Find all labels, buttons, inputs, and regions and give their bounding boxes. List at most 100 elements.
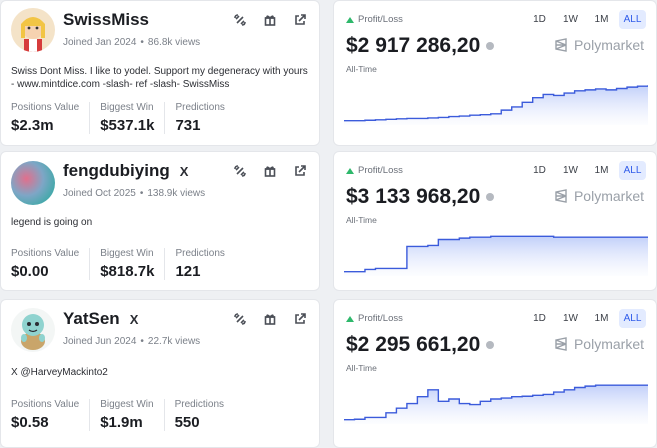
profile-name[interactable]: YatSen <box>63 309 120 328</box>
polymarket-logo-icon <box>555 38 567 52</box>
stat-label: Predictions <box>174 399 225 410</box>
stat-label: Positions Value <box>11 102 80 113</box>
copy-icon[interactable] <box>233 164 247 178</box>
pnl-label: Profit/Loss <box>358 313 403 324</box>
join-date: Joined Oct 2025 <box>63 188 136 199</box>
range-tab-1w[interactable]: 1W <box>563 313 578 324</box>
range-tab-1w[interactable]: 1W <box>563 14 578 25</box>
pnl-line <box>344 85 648 122</box>
stat-value: $0.58 <box>11 414 49 431</box>
polymarket-brand: Polymarket <box>554 37 644 53</box>
profile-meta: Joined Jan 2024 • 86.8k views <box>63 37 201 48</box>
pnl-label: Profit/Loss <box>358 14 403 25</box>
stat-value: $1.9m <box>100 414 143 431</box>
polymarket-logo-icon <box>555 189 567 203</box>
profile-bio: legend is going on <box>11 217 93 228</box>
x-icon[interactable]: X <box>129 311 139 327</box>
polymarket-logo-icon <box>555 337 567 351</box>
stat-label: Positions Value <box>11 399 80 410</box>
copy-icon[interactable] <box>233 312 247 326</box>
triangle-up-icon <box>346 315 354 322</box>
pnl-card: Profit/Loss 1D 1W 1M ALL $2 917 286,20 P… <box>333 0 657 146</box>
period-label: All-Time <box>346 363 377 373</box>
triangle-up-icon <box>346 167 354 174</box>
stat-label: Biggest Win <box>100 399 154 410</box>
profile-meta: Joined Jun 2024 • 22.7k views <box>63 336 201 347</box>
profile-meta: Joined Oct 2025 • 138.9k views <box>63 188 206 199</box>
gift-icon[interactable] <box>263 164 277 178</box>
pnl-area <box>344 236 648 276</box>
polymarket-brand: Polymarket <box>554 336 644 352</box>
pnl-area <box>344 385 648 424</box>
pnl-label: Profit/Loss <box>358 165 403 176</box>
stat-value: $0.00 <box>11 263 49 280</box>
stat-label: Predictions <box>175 248 225 259</box>
stat-value: 121 <box>175 263 201 280</box>
stat-label: Predictions <box>175 102 225 113</box>
cartoon-girl-avatar[interactable] <box>11 8 55 52</box>
profile-stats: Positions Value $0.00 Biggest Win $818.7k … <box>11 248 235 280</box>
gradient-avatar[interactable] <box>11 161 55 205</box>
profile-name[interactable]: fengdubiying <box>63 161 170 180</box>
join-date: Joined Jun 2024 <box>63 336 137 347</box>
profile-card: SwissMiss Joined Jan 2024 • 86.8k views Sw… <box>0 0 320 146</box>
share-icon[interactable] <box>293 312 307 326</box>
range-tab-1m[interactable]: 1M <box>594 14 609 25</box>
profile-bio: X @HarveyMackinto2 <box>11 367 108 378</box>
profile-card: YatSen X Joined Jun 2024 • 22.7k views X @… <box>0 299 320 448</box>
info-icon[interactable] <box>486 193 495 201</box>
profile-stats: Positions Value $0.58 Biggest Win $1.9m Pr… <box>11 399 234 431</box>
range-tabs: 1D 1W 1M ALL <box>526 161 646 180</box>
period-label: All-Time <box>346 215 377 225</box>
range-tab-1d[interactable]: 1D <box>533 165 546 176</box>
info-icon[interactable] <box>486 42 495 50</box>
pnl-amount: $2 917 286,20 <box>346 34 481 57</box>
range-tab-1d[interactable]: 1D <box>533 313 546 324</box>
squirtle-avatar[interactable] <box>11 308 55 352</box>
pnl-area <box>344 85 648 125</box>
pnl-amount: $2 295 661,20 <box>346 333 481 356</box>
view-count: 138.9k views <box>147 188 206 199</box>
pnl-chart <box>344 235 648 276</box>
range-tab-1m[interactable]: 1M <box>594 165 609 176</box>
copy-icon[interactable] <box>233 13 247 27</box>
brand-name: Polymarket <box>573 37 644 53</box>
brand-name: Polymarket <box>573 188 644 204</box>
gift-icon[interactable] <box>263 312 277 326</box>
gift-icon[interactable] <box>263 13 277 27</box>
range-tabs: 1D 1W 1M ALL <box>526 10 646 29</box>
stat-label: Positions Value <box>11 248 80 259</box>
stat-value: 731 <box>175 117 201 134</box>
profile-bio: Swiss Dont Miss. I like to yodel. Suppor… <box>11 66 308 90</box>
pnl-line <box>344 384 648 421</box>
x-icon[interactable]: X <box>179 163 189 179</box>
stat-value: $818.7k <box>100 263 155 280</box>
period-label: All-Time <box>346 64 377 74</box>
range-tab-all[interactable]: ALL <box>619 161 646 180</box>
view-count: 22.7k views <box>147 336 201 347</box>
polymarket-brand: Polymarket <box>554 188 644 204</box>
stat-value: $537.1k <box>100 117 155 134</box>
profile-name[interactable]: SwissMiss <box>63 10 149 29</box>
join-date: Joined Jan 2024 <box>63 37 137 48</box>
range-tab-all[interactable]: ALL <box>619 10 646 29</box>
range-tab-all[interactable]: ALL <box>619 309 646 328</box>
stat-value: $2.3m <box>11 117 54 134</box>
pnl-card: Profit/Loss 1D 1W 1M ALL $2 295 661,20 P… <box>333 299 657 448</box>
profile-stats: Positions Value $2.3m Biggest Win $537.1k … <box>11 102 235 134</box>
share-icon[interactable] <box>293 164 307 178</box>
range-tab-1d[interactable]: 1D <box>533 14 546 25</box>
share-icon[interactable] <box>293 13 307 27</box>
profile-card: fengdubiying X Joined Oct 2025 • 138.9k vi… <box>0 151 320 291</box>
range-tab-1m[interactable]: 1M <box>594 313 609 324</box>
stat-value: 550 <box>174 414 200 431</box>
info-icon[interactable] <box>486 341 495 349</box>
pnl-card: Profit/Loss 1D 1W 1M ALL $3 133 968,20 P… <box>333 151 657 291</box>
range-tab-1w[interactable]: 1W <box>563 165 578 176</box>
pnl-line <box>344 235 648 273</box>
brand-name: Polymarket <box>573 336 644 352</box>
pnl-chart <box>344 384 648 424</box>
view-count: 86.8k views <box>147 37 201 48</box>
stat-label: Biggest Win <box>100 248 154 259</box>
range-tabs: 1D 1W 1M ALL <box>526 309 646 328</box>
